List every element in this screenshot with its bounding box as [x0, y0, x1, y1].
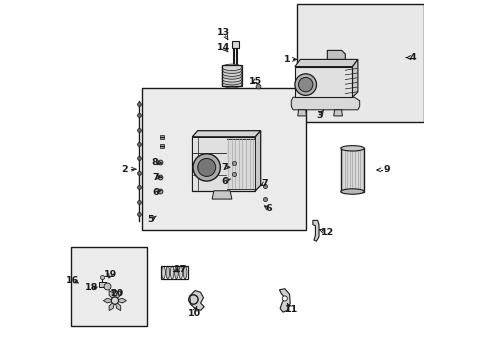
- Ellipse shape: [340, 189, 364, 194]
- Text: 14: 14: [217, 43, 230, 52]
- Ellipse shape: [222, 81, 241, 88]
- Ellipse shape: [162, 266, 165, 279]
- Polygon shape: [115, 298, 126, 303]
- Ellipse shape: [222, 67, 241, 73]
- Ellipse shape: [183, 266, 186, 279]
- Ellipse shape: [222, 78, 241, 85]
- Text: 11: 11: [284, 305, 297, 314]
- Text: 2: 2: [122, 165, 128, 174]
- Text: 7: 7: [221, 163, 227, 172]
- Text: 13: 13: [217, 28, 230, 37]
- Text: 8: 8: [152, 158, 158, 167]
- Ellipse shape: [222, 76, 241, 82]
- Polygon shape: [192, 131, 260, 137]
- Text: 7: 7: [152, 173, 158, 182]
- Text: 6: 6: [264, 204, 271, 213]
- Text: 6: 6: [221, 177, 227, 186]
- Ellipse shape: [222, 70, 241, 76]
- Polygon shape: [115, 301, 121, 311]
- Bar: [340, 148, 364, 192]
- Polygon shape: [189, 291, 204, 310]
- Text: 16: 16: [66, 276, 79, 284]
- Polygon shape: [99, 282, 106, 287]
- Polygon shape: [192, 137, 255, 191]
- Bar: [296, 4, 423, 122]
- Text: 12: 12: [320, 228, 333, 237]
- Text: 4: 4: [409, 53, 415, 62]
- Circle shape: [197, 158, 215, 176]
- Polygon shape: [226, 139, 254, 189]
- Text: 18: 18: [84, 284, 98, 292]
- Polygon shape: [294, 59, 357, 67]
- Polygon shape: [352, 59, 357, 97]
- Text: 9: 9: [383, 166, 389, 175]
- Bar: [231, 41, 239, 48]
- Text: 17: 17: [173, 265, 187, 274]
- Polygon shape: [294, 67, 352, 97]
- Polygon shape: [297, 110, 306, 116]
- Ellipse shape: [179, 266, 182, 279]
- Polygon shape: [109, 301, 115, 311]
- Text: 10: 10: [187, 309, 200, 318]
- Ellipse shape: [166, 266, 169, 279]
- Text: 5: 5: [147, 215, 154, 224]
- Text: 6: 6: [152, 188, 158, 197]
- Circle shape: [298, 77, 312, 92]
- Polygon shape: [109, 291, 115, 301]
- Ellipse shape: [222, 73, 241, 79]
- Ellipse shape: [340, 145, 364, 151]
- Circle shape: [294, 74, 316, 95]
- Text: 1: 1: [283, 55, 290, 64]
- Text: 3: 3: [316, 111, 323, 120]
- Polygon shape: [312, 220, 318, 241]
- Polygon shape: [103, 298, 115, 303]
- Bar: [161, 266, 188, 279]
- Ellipse shape: [222, 64, 241, 71]
- Polygon shape: [193, 138, 227, 190]
- Polygon shape: [212, 191, 231, 199]
- Polygon shape: [279, 289, 289, 312]
- Bar: [71, 247, 147, 326]
- Bar: [142, 88, 305, 230]
- Text: 7: 7: [261, 179, 267, 188]
- Polygon shape: [333, 110, 342, 116]
- Polygon shape: [326, 50, 345, 59]
- Text: 19: 19: [104, 270, 117, 279]
- Circle shape: [282, 296, 287, 301]
- Circle shape: [111, 297, 118, 304]
- Polygon shape: [255, 131, 260, 191]
- Text: 20: 20: [110, 289, 123, 298]
- Polygon shape: [291, 97, 359, 110]
- Circle shape: [193, 154, 220, 181]
- Bar: [222, 65, 241, 86]
- Ellipse shape: [174, 266, 178, 279]
- Text: 15: 15: [248, 77, 262, 86]
- Polygon shape: [115, 291, 121, 301]
- Ellipse shape: [170, 266, 174, 279]
